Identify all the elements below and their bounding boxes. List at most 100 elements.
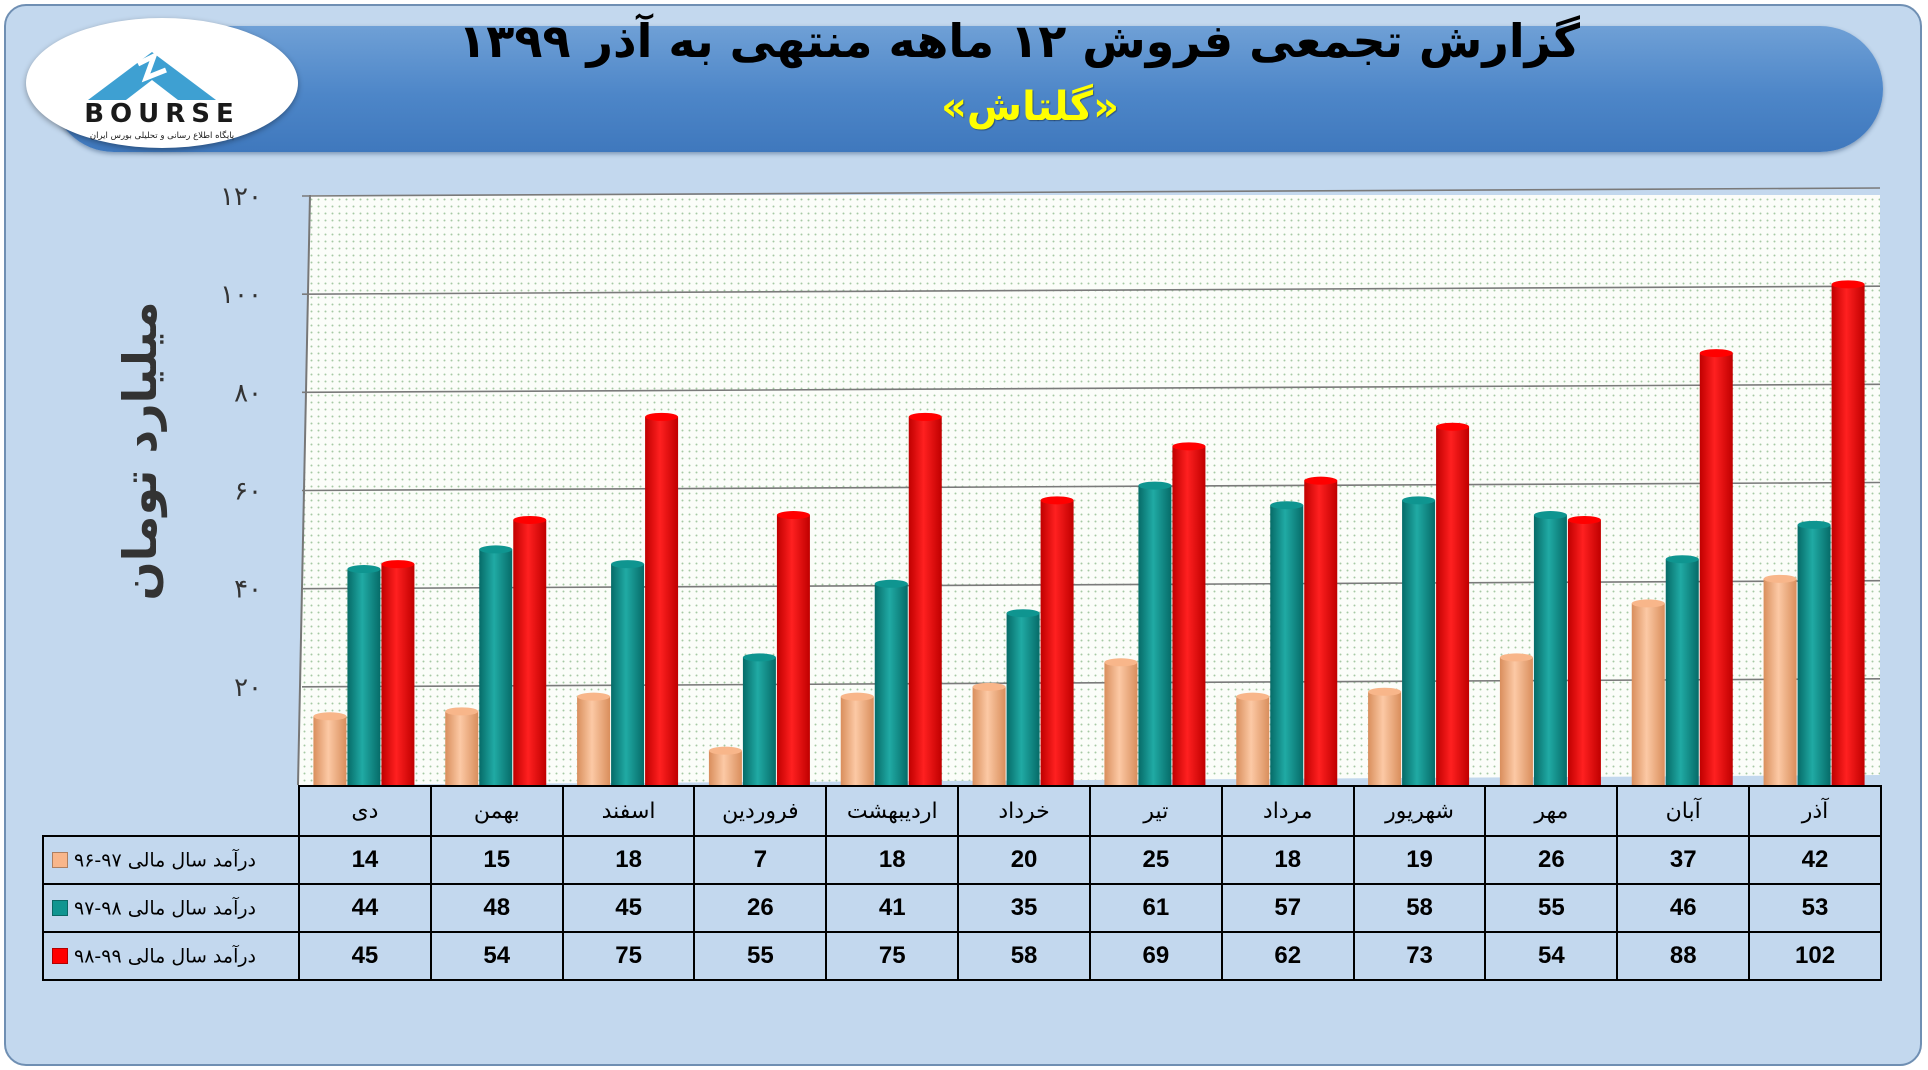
bar-series-1 [1368,691,1402,785]
gridline [301,187,1881,197]
bar-cap [1533,511,1567,520]
category-label: آذر [1748,785,1882,837]
bar-series-1 [313,716,347,785]
bar-cap [1006,609,1040,618]
y-tick-label: ۶۰ [234,477,262,507]
category-label: خرداد [957,785,1091,837]
table-row: درآمد سال مالی ۹۹-۹۸ 45 54 75 55 75 58 69 62 73 54… [42,931,1882,981]
gridline [301,678,1881,688]
bars [313,280,1865,785]
bar-series-3 [1172,446,1206,785]
category-label: فروردین [693,785,828,837]
bar-series-3 [645,416,679,785]
bar-cap [1236,692,1270,701]
bar-series-3 [513,519,547,785]
data-label: 44 [298,883,432,933]
bar-cap [1831,280,1865,289]
logo-graphic: BOURSE پایگاه اطلاع رسانی و تحلیلی بورس … [84,50,235,141]
bar-cap [1104,658,1138,667]
bar-series-2 [874,583,908,785]
bar-cap [708,746,742,755]
legend-label: درآمد سال مالی ۹۸-۹۷ [74,897,256,920]
data-label: 69 [1088,931,1223,981]
data-label: 55 [693,931,828,981]
bar-series-3 [1699,353,1733,785]
data-label: 37 [1616,835,1751,885]
bar-series-3 [1304,480,1338,785]
bar-series-1 [972,686,1006,785]
bar-cap [742,653,776,662]
bar-series-2 [1006,613,1040,785]
bar-cap [313,712,347,721]
bar-chart: ۲۰ ۴۰ ۶۰ ۸۰ ۱۰۰ ۱۲۰ [220,182,1881,786]
data-label: 18 [561,835,696,885]
category-label: مرداد [1220,785,1355,837]
bar-cap [908,412,942,421]
category-label: اردیبهشت [825,785,960,837]
data-label: 48 [429,883,564,933]
data-label: 35 [957,883,1091,933]
bar-series-3 [908,416,942,785]
gridline [301,579,1881,590]
bar-series-1 [840,696,874,785]
data-label: 18 [825,835,960,885]
bar-series-2 [479,549,513,785]
gridline [301,383,1881,394]
legend-swatch [52,900,68,917]
bar-cap [840,692,874,701]
gridline [301,481,1881,492]
bar-series-2 [1797,524,1831,785]
data-label: 58 [1352,883,1487,933]
bar-cap [513,515,547,524]
bar-series-1 [1631,603,1665,785]
bar-series-2 [347,569,381,785]
y-tick-label: ۱۰۰ [220,280,262,310]
category-label: آبان [1616,785,1751,837]
bar-cap [479,545,513,554]
data-label: 26 [1484,835,1619,885]
bar-series-3 [1436,426,1470,785]
bar-cap [1699,349,1733,358]
category-label: بهمن [429,785,564,837]
bar-series-3 [1040,500,1074,785]
data-label: 102 [1748,931,1882,981]
legend-entry: درآمد سال مالی ۹۸-۹۷ [42,883,300,933]
data-label: 42 [1748,835,1882,885]
bar-cap [1138,481,1172,490]
category-label: شهریور [1352,785,1487,837]
data-label: 88 [1616,931,1751,981]
bar-cap [381,560,415,569]
data-label: 75 [825,931,960,981]
bar-series-1 [1499,657,1533,785]
bar-cap [1797,520,1831,529]
bar-series-3 [1831,284,1865,785]
data-label: 19 [1352,835,1487,885]
data-label: 55 [1484,883,1619,933]
bar-cap [347,565,381,574]
legend-entry: درآمد سال مالی ۹۷-۹۶ [42,835,300,885]
plot-area [297,194,1880,786]
chart-subtitle: «گلتاش» [941,84,1119,130]
data-table: دی بهمن اسفند فروردین اردیبهشت خرداد تیر مرداد ش… [42,785,1882,981]
bar-series-2 [1402,500,1436,785]
category-label: تیر [1088,785,1223,837]
legend-swatch [52,948,68,965]
bar-cap [1040,496,1074,505]
y-tick-label: ۴۰ [234,575,262,605]
data-label: 62 [1220,931,1355,981]
data-label: 7 [693,835,828,885]
bar-cap [776,511,810,520]
bar-cap [1665,555,1699,564]
data-label: 20 [957,835,1091,885]
data-label: 25 [1088,835,1223,885]
gridline [301,285,1881,295]
bar-series-2 [611,564,645,785]
bar-cap [1172,442,1206,451]
bar-cap [1567,515,1601,524]
data-label: 14 [298,835,432,885]
data-label: 41 [825,883,960,933]
bar-cap [1631,599,1665,608]
data-label: 61 [1088,883,1223,933]
data-label: 45 [561,883,696,933]
data-label: 18 [1220,835,1355,885]
